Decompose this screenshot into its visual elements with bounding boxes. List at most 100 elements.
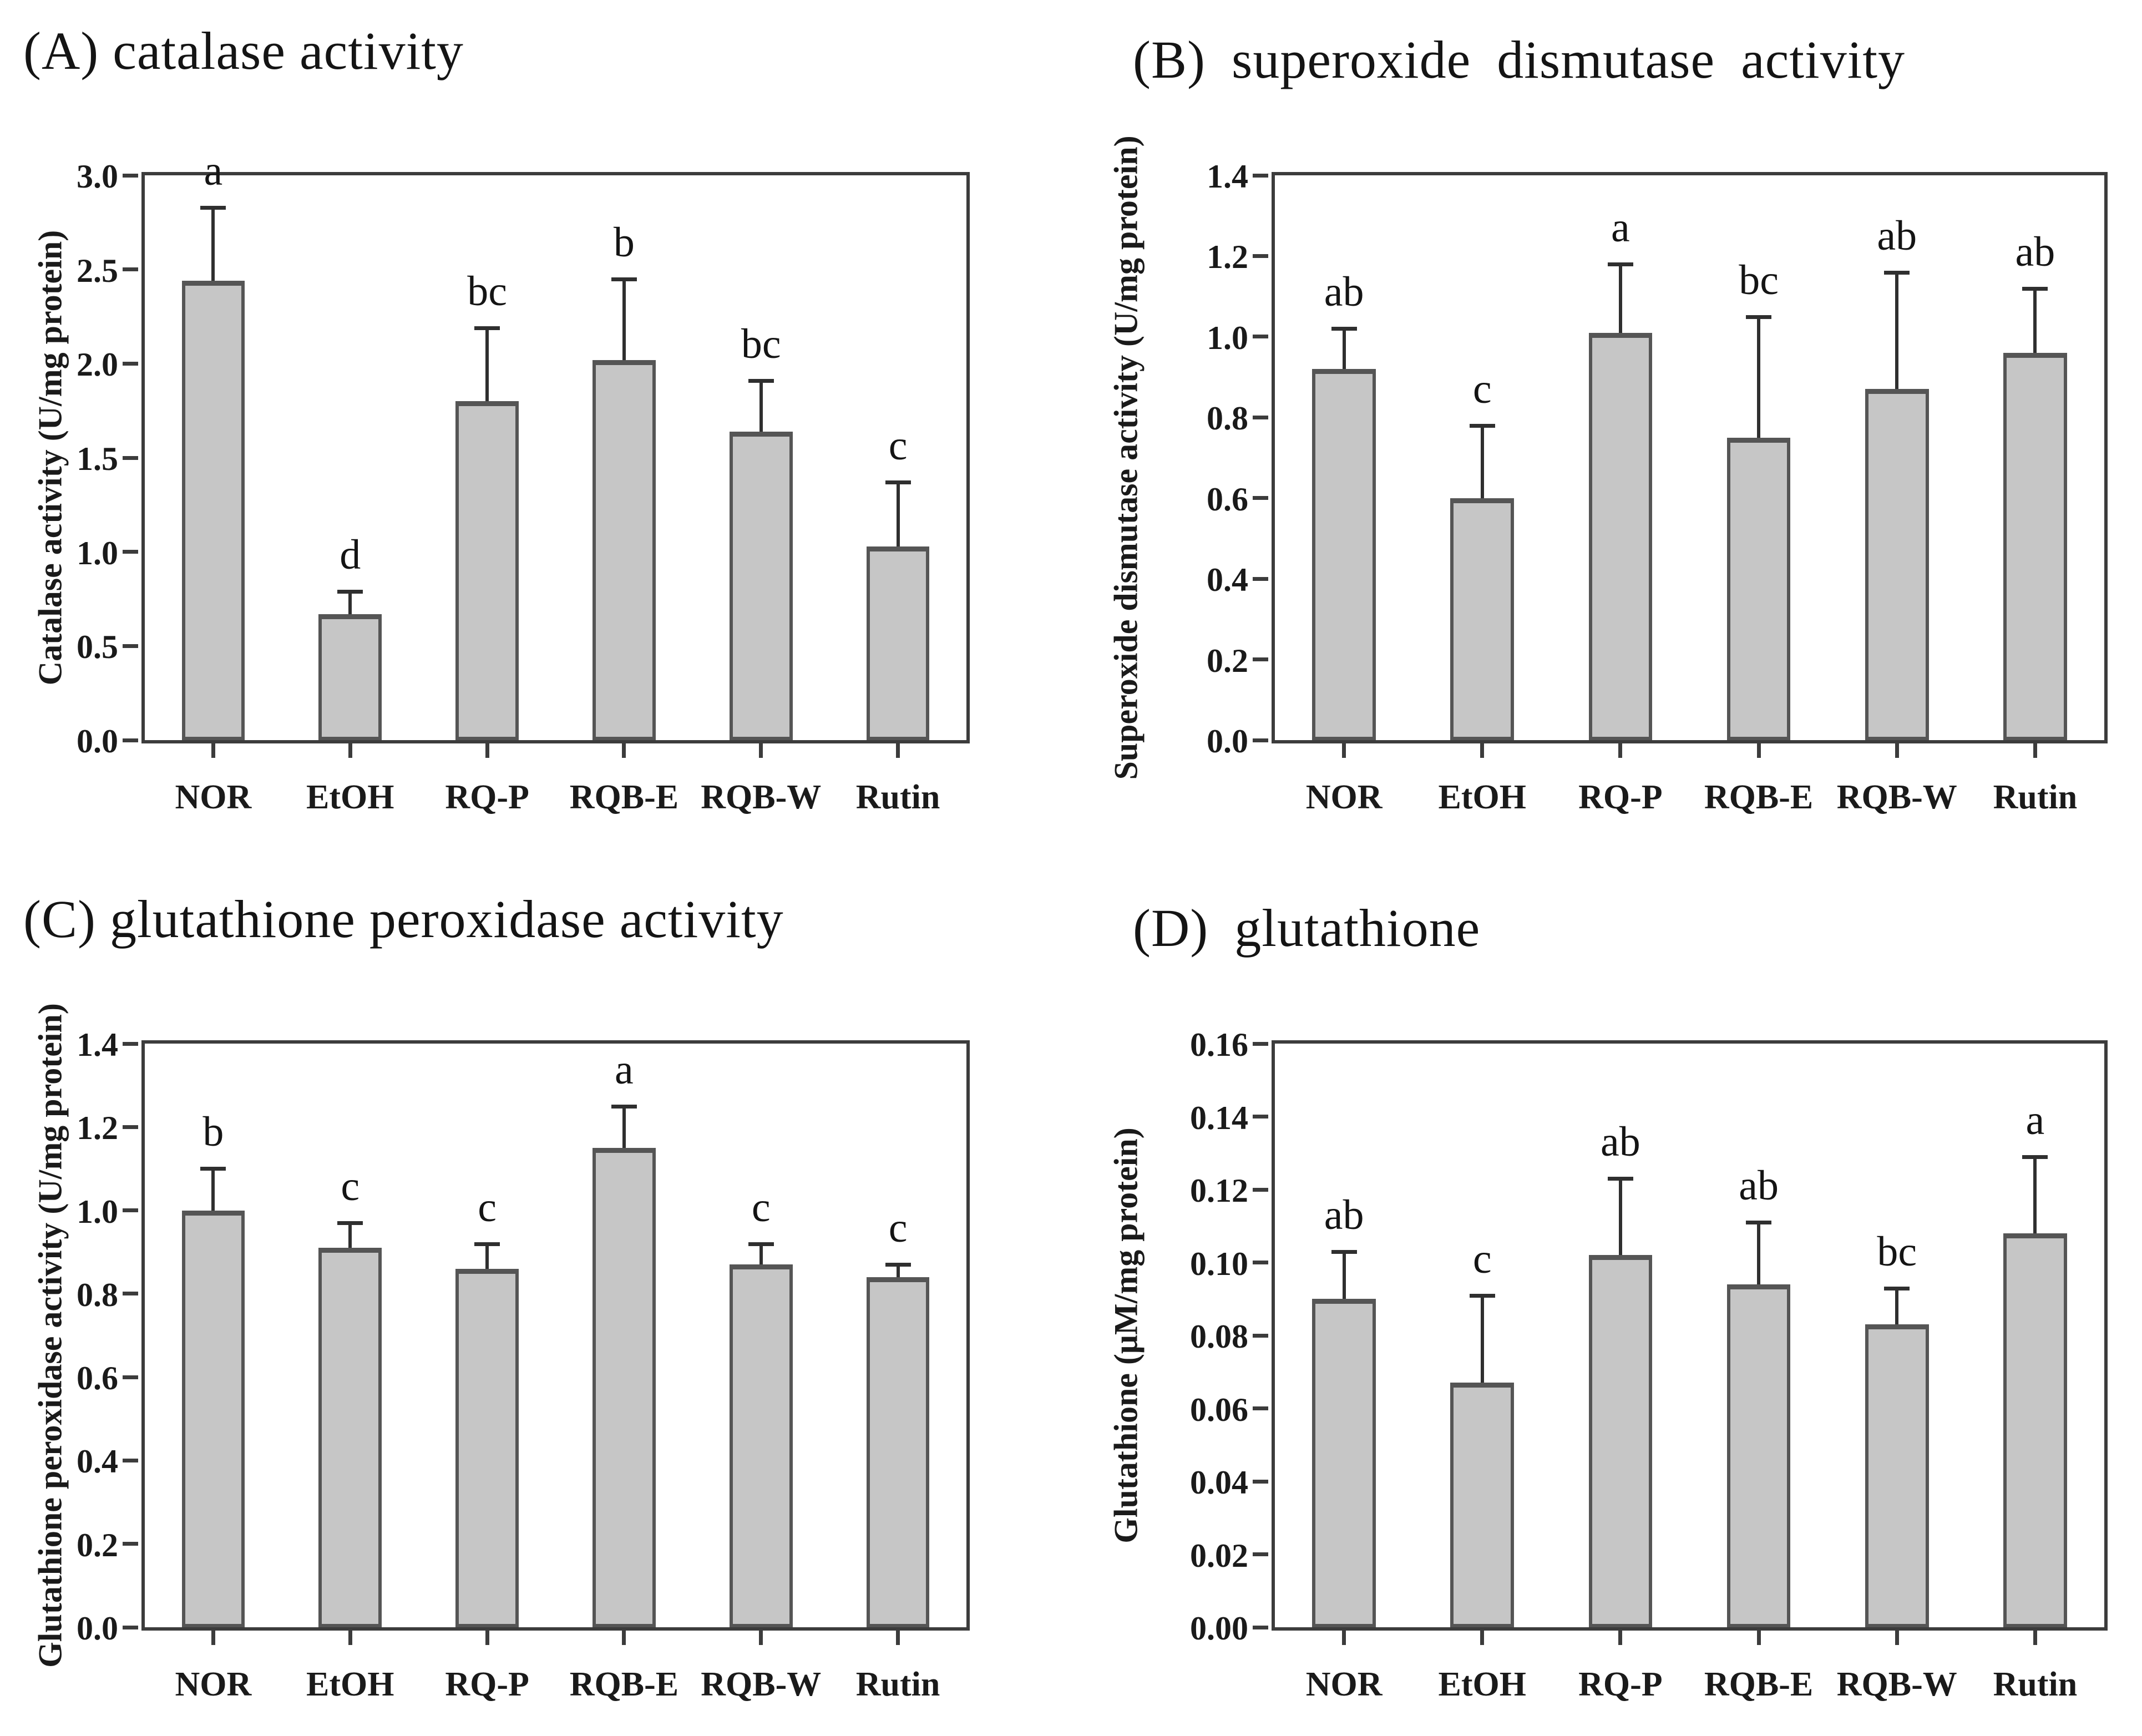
y-axis-tick <box>1253 335 1268 339</box>
error-bar-cap <box>2022 286 2048 291</box>
y-axis-tick-label: 1.0 <box>1207 319 1248 356</box>
bar-rqb-e <box>593 1147 656 1627</box>
error-bar-cap <box>200 205 226 210</box>
error-bar <box>1342 1251 1346 1299</box>
panel-b-y-axis-label: Superoxide dismutase activity (U/mg prot… <box>1107 135 1145 780</box>
y-axis-tick <box>123 173 138 178</box>
bar-rutin <box>2003 352 2067 740</box>
x-axis-tick <box>348 1631 352 1645</box>
y-axis-tick <box>1253 1261 1268 1264</box>
bar-rutin <box>866 546 930 740</box>
x-axis-tick <box>1618 1631 1623 1645</box>
y-axis-tick <box>123 1041 138 1046</box>
y-axis-tick-label: 0.02 <box>1190 1537 1248 1574</box>
x-axis-tick <box>211 743 215 758</box>
y-axis-tick-label: 0.10 <box>1190 1245 1248 1282</box>
bar-rq-p <box>455 1268 519 1627</box>
y-axis-tick <box>123 455 138 460</box>
error-bar <box>1618 264 1622 333</box>
y-axis-tick <box>123 1542 138 1546</box>
significance-letter: c <box>888 1204 908 1252</box>
bar-rq-p <box>455 401 519 740</box>
x-axis-tick <box>759 743 763 758</box>
error-bar-cap <box>1884 270 1910 275</box>
error-bar <box>1480 1295 1484 1383</box>
bar-nor <box>181 1210 245 1627</box>
panel-b-superoxide-dismutase: (B) superoxide dismutase activity Supero… <box>1071 0 2142 868</box>
y-axis-tick <box>1253 657 1268 662</box>
x-axis-category-label: NOR <box>175 778 252 816</box>
x-axis-tick <box>1618 743 1623 758</box>
y-axis-tick-label: 0.08 <box>1190 1318 1248 1355</box>
error-bar <box>485 1243 489 1269</box>
y-axis-tick <box>123 1125 138 1129</box>
panel-a-catalase: (A) catalase activity Catalase activity … <box>0 0 1071 868</box>
bar-rq-p <box>1588 332 1653 740</box>
significance-letter: a <box>204 147 223 194</box>
y-axis-tick-label: 3.0 <box>77 158 118 195</box>
error-bar <box>348 591 352 614</box>
x-axis-category-label: RQ-P <box>1578 778 1663 816</box>
x-axis-category-label: EtOH <box>1438 1666 1526 1703</box>
x-axis-tick <box>485 743 489 758</box>
x-axis-tick <box>1480 1631 1485 1645</box>
x-axis-category-label: RQB-E <box>569 1666 679 1703</box>
y-axis-tick <box>123 267 138 272</box>
bar-rqb-w <box>1865 389 1929 740</box>
x-axis-category-label: RQB-E <box>1704 778 1814 816</box>
bar-nor <box>181 281 245 740</box>
y-axis-tick <box>1253 1552 1268 1556</box>
error-bar-cap <box>2022 1155 2048 1159</box>
x-axis-tick <box>211 1631 215 1645</box>
panel-d-glutathione: (D) glutathione Glutathione (μM/mg prote… <box>1071 868 2142 1736</box>
y-axis-tick <box>123 1292 138 1296</box>
y-axis-tick-label: 0.2 <box>1207 642 1248 679</box>
x-axis-category-label: Rutin <box>855 778 940 816</box>
y-axis-tick <box>123 644 138 648</box>
y-axis-tick-label: 0.14 <box>1190 1099 1248 1136</box>
error-bar-cap <box>200 1167 226 1171</box>
error-bar-cap <box>748 1242 774 1246</box>
significance-letter: bc <box>1877 1228 1917 1275</box>
x-axis-tick <box>896 1631 900 1645</box>
x-axis-tick <box>896 743 900 758</box>
significance-letter: d <box>340 531 361 578</box>
error-bar <box>622 279 626 360</box>
x-axis-category-label: RQB-W <box>701 778 822 816</box>
error-bar-cap <box>1746 315 1772 319</box>
y-axis-tick <box>123 1375 138 1379</box>
error-bar-cap <box>1607 262 1633 266</box>
significance-letter: ab <box>1601 1118 1640 1166</box>
panel-b-title: (B) superoxide dismutase activity <box>1133 30 1906 89</box>
y-axis-tick-label: 0.12 <box>1190 1172 1248 1209</box>
error-bar <box>1895 1288 1899 1325</box>
y-axis-tick <box>1253 1187 1268 1192</box>
x-axis-tick <box>348 743 352 758</box>
panel-c-title: (C) glutathione peroxidase activity <box>23 889 784 949</box>
significance-letter: b <box>613 219 635 266</box>
significance-letter: c <box>751 1183 771 1231</box>
error-bar <box>1618 1178 1622 1256</box>
y-axis-tick-label: 1.5 <box>77 441 118 477</box>
y-axis-tick <box>1253 254 1268 258</box>
y-axis-tick <box>1253 1479 1268 1484</box>
x-axis-category-label: NOR <box>1305 1666 1383 1703</box>
panel-b-plot-area: Superoxide dismutase activity (U/mg prot… <box>1108 135 2108 814</box>
error-bar <box>1480 425 1484 498</box>
y-axis-tick-label: 0.0 <box>77 1610 118 1647</box>
significance-letter: c <box>1472 1235 1492 1282</box>
x-axis-category-label: EtOH <box>306 1666 394 1703</box>
x-axis-tick <box>2033 1631 2037 1645</box>
y-axis-tick-label: 0.8 <box>1207 400 1248 437</box>
error-bar <box>2033 288 2037 353</box>
y-axis-tick-label: 0.00 <box>1190 1610 1248 1647</box>
x-axis-category-label: NOR <box>1305 778 1383 816</box>
bar-rutin <box>866 1277 930 1627</box>
error-bar-cap <box>337 589 363 594</box>
significance-letter: c <box>341 1163 360 1210</box>
bar-rqb-e <box>1726 1284 1791 1627</box>
error-bar-cap <box>611 1104 637 1109</box>
error-bar <box>622 1106 626 1148</box>
error-bar <box>2033 1156 2037 1233</box>
panel-d-title: (D) glutathione <box>1133 898 1481 958</box>
